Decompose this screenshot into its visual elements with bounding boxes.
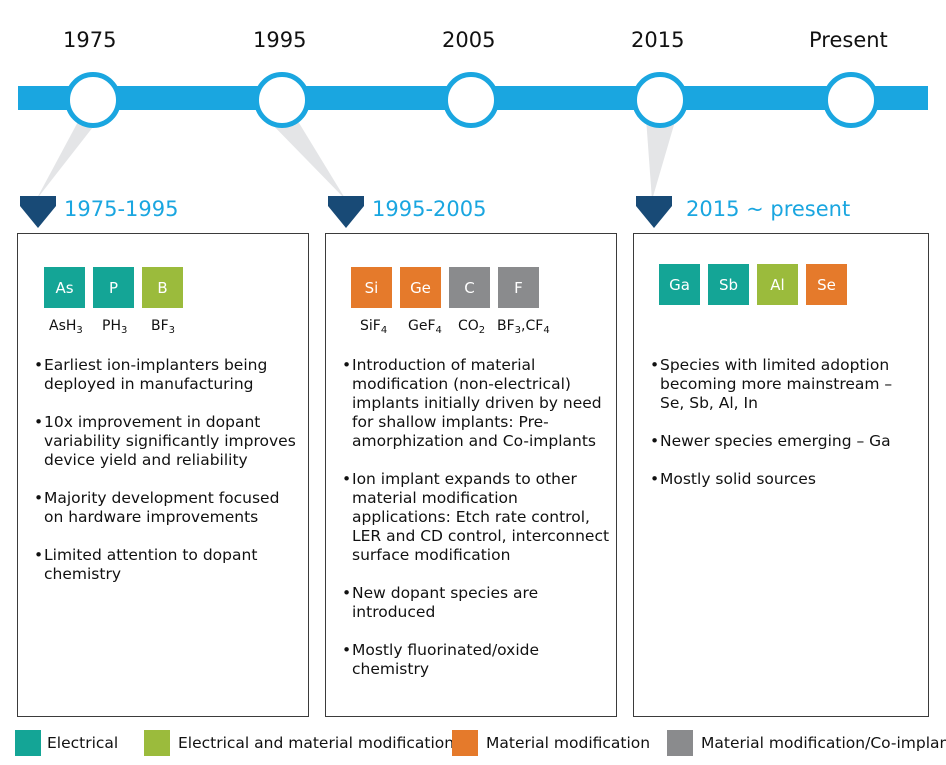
species-tile: Sb bbox=[708, 264, 749, 305]
source-formula: CO2 bbox=[458, 318, 486, 336]
year-label: 2015 bbox=[631, 28, 685, 52]
species-tile: F bbox=[498, 267, 539, 308]
timeline-connectors bbox=[20, 118, 676, 228]
species-tile: Ge bbox=[400, 267, 441, 308]
period-title-1: 1975-1995 bbox=[64, 197, 179, 221]
species-tile: Se bbox=[806, 264, 847, 305]
timeline-node-present bbox=[823, 72, 879, 128]
year-label: 1995 bbox=[253, 28, 307, 52]
bullet-item: Introduction of material modification (n… bbox=[342, 356, 610, 451]
year-label: Present bbox=[809, 28, 888, 52]
period-title-2: 1995-2005 bbox=[372, 197, 487, 221]
timeline-node-2015 bbox=[632, 72, 688, 128]
species-tile: As bbox=[44, 267, 85, 308]
legend-label-co-implant: Material modification/Co-implant bbox=[701, 734, 946, 752]
bullet-item: Mostly fluorinated/oxide chemistry bbox=[342, 641, 610, 679]
panel-1995-2005: Si Ge C F SiF4 GeF4 CO2 BF3,CF4 Introduc… bbox=[325, 233, 617, 717]
down-arrow-3 bbox=[636, 196, 672, 228]
source-formula: BF3 bbox=[151, 318, 176, 336]
year-label: 1975 bbox=[63, 28, 117, 52]
source-formula: PH3 bbox=[102, 318, 128, 336]
source-formula: BF3,CF4 bbox=[497, 318, 550, 336]
connector-wedge-3 bbox=[646, 118, 676, 200]
species-tile: C bbox=[449, 267, 490, 308]
source-formula: SiF4 bbox=[360, 318, 388, 336]
legend-swatch-co-implant bbox=[667, 730, 693, 756]
species-tile: P bbox=[93, 267, 134, 308]
year-label: 2005 bbox=[442, 28, 496, 52]
timeline-node-1975 bbox=[65, 72, 121, 128]
species-tile: Al bbox=[757, 264, 798, 305]
bullet-list: Earliest ion-implanters being deployed i… bbox=[34, 356, 299, 603]
connector-wedge-2 bbox=[266, 118, 346, 200]
bullet-list: Introduction of material modification (n… bbox=[342, 356, 610, 698]
panel-1975-1995: As P B AsH3 PH3 BF3 Earliest ion-implant… bbox=[17, 233, 309, 717]
bullet-item: Ion implant expands to other material mo… bbox=[342, 470, 610, 565]
bullet-item: New dopant species are introduced bbox=[342, 584, 610, 622]
legend-label-material: Material modification bbox=[486, 734, 651, 752]
legend-swatch-electrical-material bbox=[144, 730, 170, 756]
species-tile: Ga bbox=[659, 264, 700, 305]
bullet-item: Species with limited adoption becoming m… bbox=[650, 356, 920, 413]
species-tile: Si bbox=[351, 267, 392, 308]
down-arrow-2 bbox=[328, 196, 364, 228]
legend-label-electrical-material: Electrical and material modification bbox=[178, 734, 455, 752]
bullet-item: Newer species emerging – Ga bbox=[650, 432, 920, 451]
timeline-node-1995 bbox=[254, 72, 310, 128]
bullet-item: 10x improvement in dopant variability si… bbox=[34, 413, 299, 470]
bullet-item: Majority development focused on hardware… bbox=[34, 489, 299, 527]
legend-swatch-material bbox=[452, 730, 478, 756]
timeline-node-2005 bbox=[443, 72, 499, 128]
bullet-item: Limited attention to dopant chemistry bbox=[34, 546, 299, 584]
bullet-item: Mostly solid sources bbox=[650, 470, 920, 489]
source-formula: GeF4 bbox=[408, 318, 442, 336]
source-formula: AsH3 bbox=[49, 318, 83, 336]
bullet-list: Species with limited adoption becoming m… bbox=[650, 356, 920, 508]
species-tile: B bbox=[142, 267, 183, 308]
legend-label-electrical: Electrical bbox=[47, 734, 119, 752]
down-arrow-1 bbox=[20, 196, 56, 228]
bullet-item: Earliest ion-implanters being deployed i… bbox=[34, 356, 299, 394]
period-title-3: 2015 ~ present bbox=[686, 197, 851, 221]
panel-2015-present: Ga Sb Al Se Species with limited adoptio… bbox=[633, 233, 929, 717]
legend-swatch-electrical bbox=[15, 730, 41, 756]
connector-wedge-1 bbox=[36, 118, 100, 200]
